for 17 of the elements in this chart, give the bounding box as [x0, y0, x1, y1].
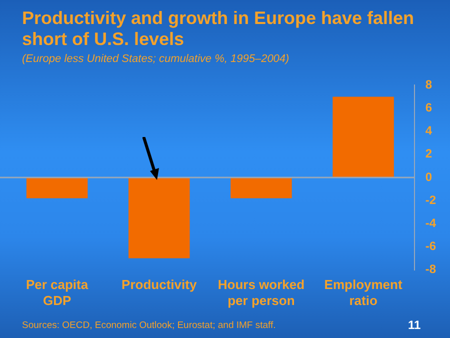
chart-subtitle: (Europe less United States; cumulative %, 1995–2004): [22, 53, 290, 65]
y-tick-label: -6: [425, 239, 436, 254]
y-tick-label: 8: [425, 78, 432, 92]
y-tick-label: -8: [425, 262, 436, 276]
x-tick-label: Per capita GDP: [26, 277, 89, 308]
chart-title: Productivity and growth in Europe have fallen short of U.S. levels: [22, 8, 416, 50]
source-note: Sources: OECD, Economic Outlook; Eurostat; and IMF staff.: [22, 320, 276, 331]
y-tick-label: 0: [425, 170, 432, 184]
y-tick-label: -4: [425, 216, 436, 230]
x-tick-label: Employment ratio: [324, 277, 403, 308]
text: 11: [408, 318, 421, 332]
x-tick-label: Hours worked per person: [218, 277, 305, 308]
y-tick-label: 4: [425, 124, 432, 138]
x-tick-label: Productivity: [122, 277, 198, 292]
y-tick-label: -2: [425, 192, 436, 207]
y-tick-label: 2: [425, 146, 432, 161]
y-tick-label: 6: [425, 100, 432, 115]
